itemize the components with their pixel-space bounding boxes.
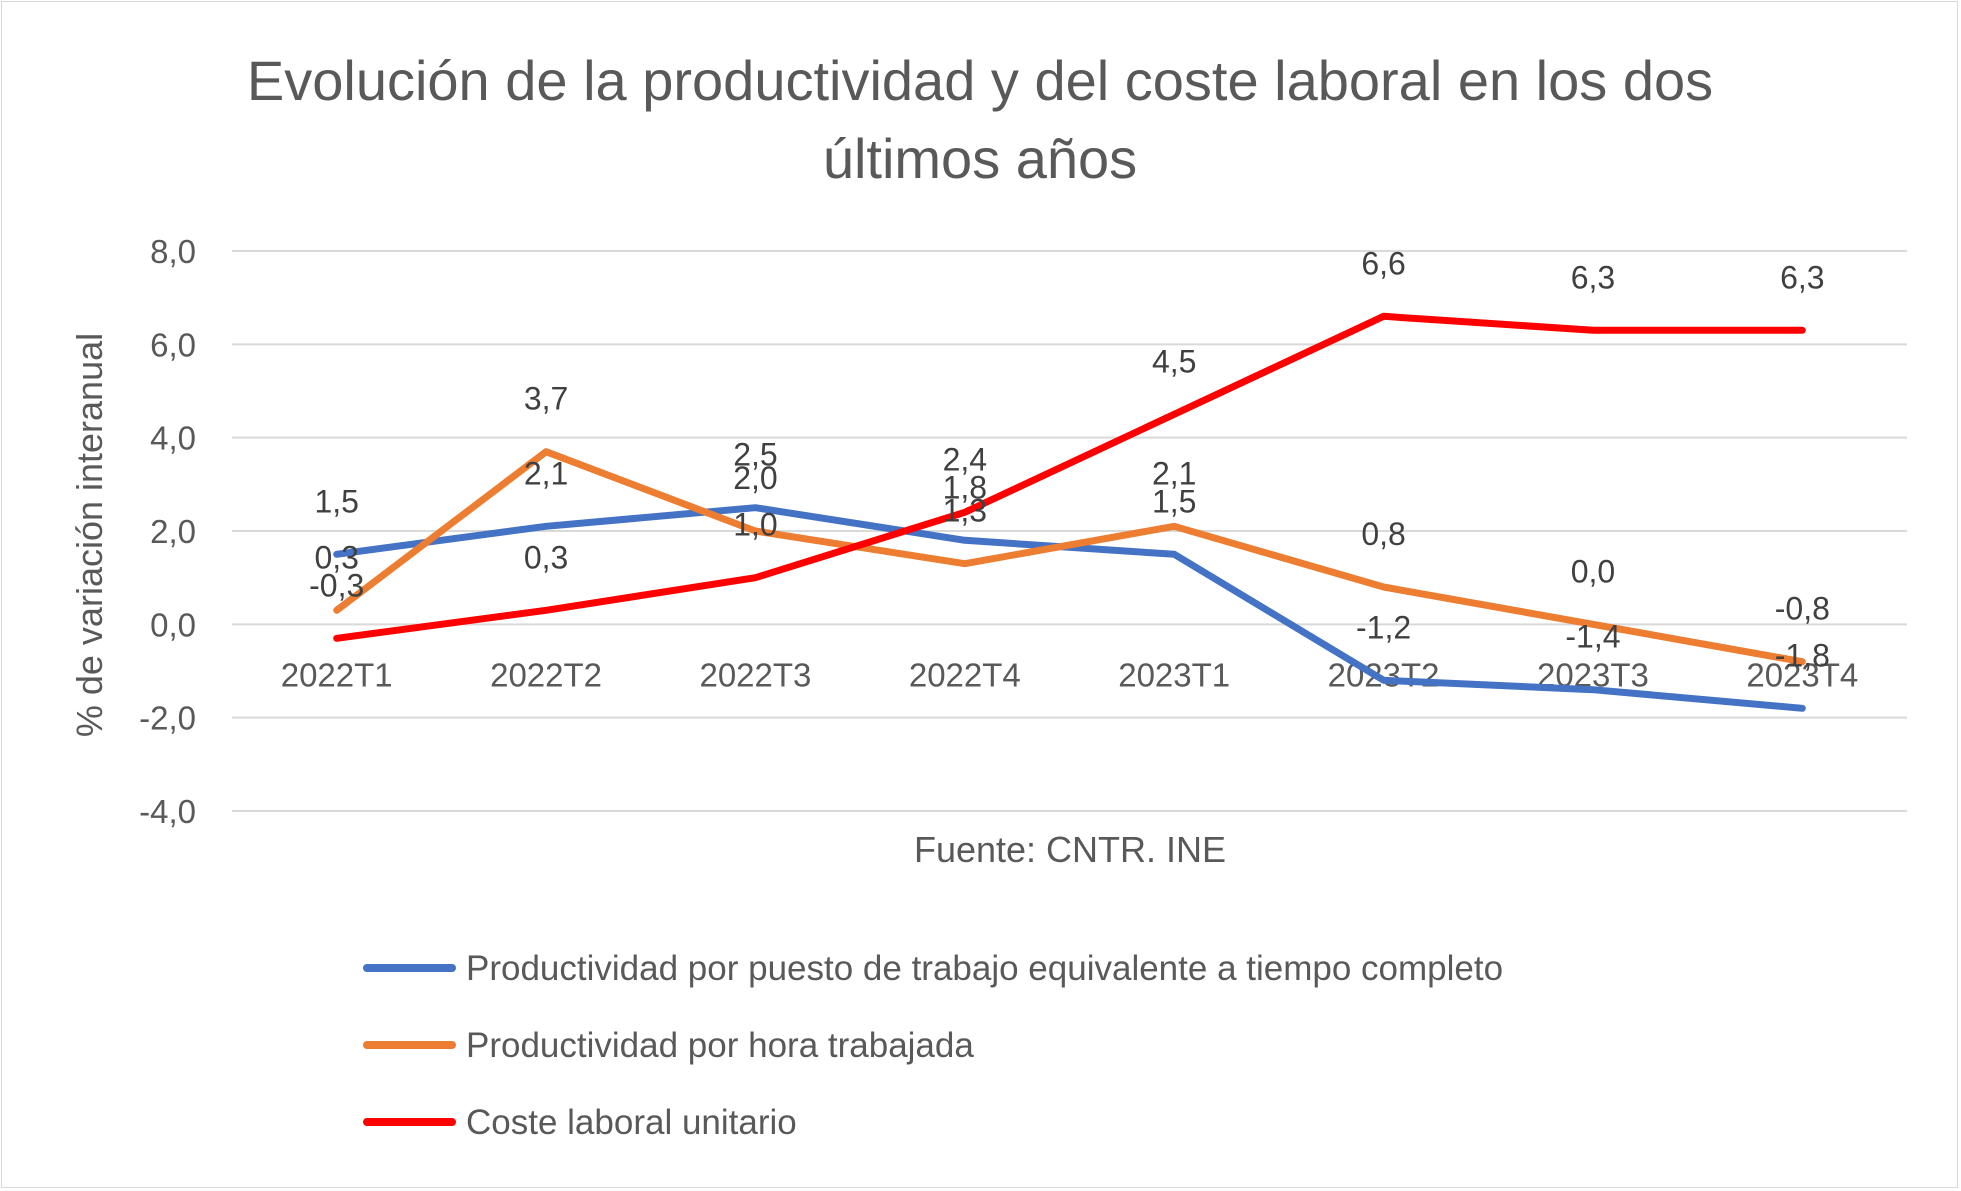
- data-label: -1,2: [1356, 609, 1411, 645]
- data-label: 2,1: [1152, 455, 1196, 491]
- x-tick-label: 2022T3: [699, 656, 811, 693]
- data-label: 3,7: [524, 381, 568, 417]
- y-tick-label: 4,0: [150, 420, 196, 457]
- data-label: 6,3: [1780, 259, 1824, 295]
- x-axis-title: Fuente: CNTR. INE: [914, 829, 1226, 870]
- legend-label: Productividad por puesto de trabajo equi…: [466, 949, 1503, 988]
- x-tick-label: 2023T2: [1328, 656, 1440, 693]
- x-axis-ticks: 2022T1 2022T2 2022T3 2022T4 2023T1 2023T2 2023…: [281, 656, 1859, 693]
- series-lines: [333, 312, 1806, 712]
- x-tick-label: 2022T2: [490, 656, 602, 693]
- legend-label: Productividad por hora trabajada: [466, 1026, 974, 1065]
- y-tick-label: 6,0: [150, 326, 196, 363]
- series-line-2: [333, 448, 1806, 666]
- y-axis-title: % de variación interanual: [69, 333, 110, 737]
- data-label: 1,5: [1152, 483, 1196, 519]
- y-tick-label: 2,0: [150, 513, 196, 550]
- chart-title-line1: Evolución de la productividad y del cost…: [247, 49, 1713, 112]
- data-label: 1,5: [314, 483, 358, 519]
- gridlines: [232, 250, 1907, 812]
- chart-title-line2: últimos años: [823, 127, 1137, 190]
- data-label: 0,3: [314, 539, 358, 575]
- data-label: 0,0: [1571, 553, 1615, 589]
- x-tick-label: 2022T4: [909, 656, 1021, 693]
- data-label: 2,5: [733, 437, 777, 473]
- legend-label: Coste laboral unitario: [466, 1103, 797, 1142]
- x-tick-label: 2023T1: [1118, 656, 1230, 693]
- x-tick-label: 2022T1: [281, 656, 393, 693]
- y-tick-label: -4,0: [139, 793, 196, 830]
- data-label: 0,8: [1361, 516, 1405, 552]
- y-tick-label: 0,0: [150, 606, 196, 643]
- data-label: 1,3: [943, 493, 987, 529]
- data-label: 2,1: [524, 455, 568, 491]
- series-line-3: [333, 312, 1806, 642]
- data-label: 0,3: [524, 539, 568, 575]
- legend: Productividad por puesto de trabajo equi…: [363, 949, 1503, 1142]
- data-label: -0,8: [1775, 591, 1830, 627]
- data-label: 6,3: [1571, 259, 1615, 295]
- data-label: 4,5: [1152, 343, 1196, 379]
- y-tick-label: 8,0: [150, 233, 196, 270]
- y-tick-label: -2,0: [139, 700, 196, 737]
- data-label: 2,0: [733, 460, 777, 496]
- data-label: 2,4: [943, 441, 987, 477]
- data-label: 1,8: [943, 469, 987, 505]
- data-label: 6,6: [1361, 245, 1405, 281]
- data-label: -0,3: [309, 567, 364, 603]
- data-label: -1,4: [1565, 619, 1620, 655]
- data-label: 1,0: [733, 507, 777, 543]
- data-labels: 1,52,12,51,8 1,5-1,2 -1,4-1,80,33,72,01,32…: [309, 245, 1830, 673]
- data-label: -1,8: [1775, 637, 1830, 673]
- y-axis-ticks: 8,0 6,0 4,0 2,0 0,0 -2,0 -4,0: [139, 233, 196, 830]
